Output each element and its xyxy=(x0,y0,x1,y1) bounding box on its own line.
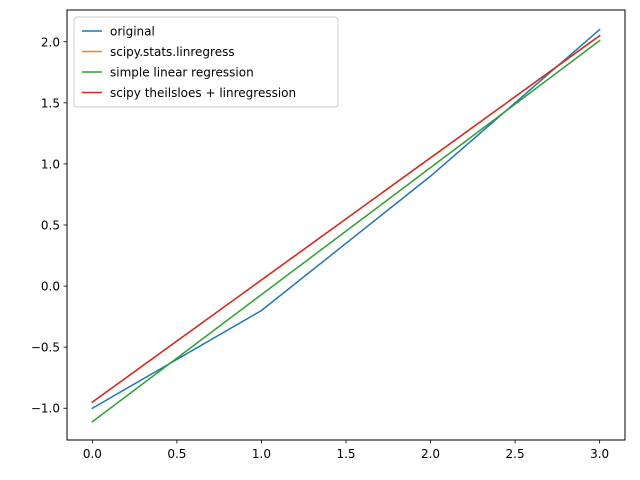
legend-label-1: original xyxy=(110,25,155,39)
x-tick-label: 3.0 xyxy=(590,447,609,461)
series-layer xyxy=(91,28,601,423)
y-tick-label: 0.5 xyxy=(41,219,60,233)
y-tick-label: 0.0 xyxy=(41,280,60,294)
y-tick-label: 1.5 xyxy=(41,96,60,110)
y-tick-label: 1.0 xyxy=(41,157,60,171)
series-line-3 xyxy=(91,39,601,423)
series-line-1 xyxy=(91,28,601,410)
y-tick-label: 2.0 xyxy=(41,35,60,49)
y-axis: −1.0 −0.5 0.0 0.5 1.0 1.5 2.0 xyxy=(31,35,67,416)
x-axis: 0.0 0.5 1.0 1.5 2.0 2.5 3.0 xyxy=(83,440,609,461)
x-tick-label: 0.0 xyxy=(83,447,102,461)
y-tick-label: −1.0 xyxy=(31,402,60,416)
x-tick-label: 2.5 xyxy=(506,447,525,461)
y-tick-label: −0.5 xyxy=(31,341,60,355)
x-tick-label: 2.0 xyxy=(421,447,440,461)
x-tick-label: 1.5 xyxy=(336,447,355,461)
series-line-4 xyxy=(91,34,601,404)
legend: original scipy.stats.linregress simple lin… xyxy=(73,16,339,108)
legend-label-2: scipy.stats.linregress xyxy=(110,45,235,59)
x-tick-label: 1.0 xyxy=(252,447,271,461)
legend-box xyxy=(73,16,339,108)
legend-label-4: scipy theilsloes + linregression xyxy=(110,86,296,100)
legend-label-3: simple linear regression xyxy=(110,66,254,80)
x-tick-label: 0.5 xyxy=(167,447,186,461)
